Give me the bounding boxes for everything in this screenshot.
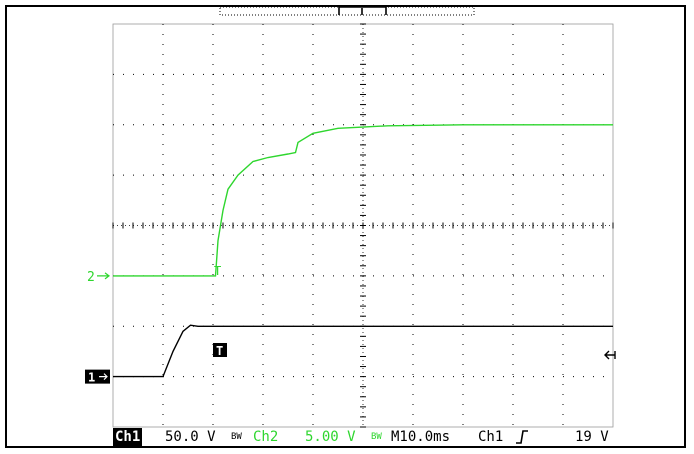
timebase: M10.0ms xyxy=(391,429,451,445)
record-view-window xyxy=(338,6,387,15)
trigger-level-arrow-icon xyxy=(604,350,616,360)
trace-ch2 xyxy=(113,124,613,277)
ch1-ground-label: 1 xyxy=(88,371,95,385)
ch1-ground-marker xyxy=(85,369,110,384)
ch1-bandwidth-icon: BW xyxy=(231,432,242,442)
ch1-trigger-label: T xyxy=(216,344,223,358)
ch2-scale: 5.00 V xyxy=(305,429,356,445)
trigger-source: Ch1 xyxy=(478,429,504,445)
record-view-bar xyxy=(219,6,475,16)
ch1-trigger-marker xyxy=(213,343,227,357)
trace-ch1 xyxy=(113,324,613,378)
ch1-ground-arrow-icon xyxy=(99,373,108,381)
ch1-scale: 50.0 V xyxy=(165,429,216,445)
ch2-label: Ch2 xyxy=(253,429,279,445)
ch1-label: Ch1 xyxy=(113,428,143,446)
ch2-bandwidth-icon: BW xyxy=(371,432,382,442)
scope-frame xyxy=(5,5,686,448)
ch2-ground-arrow-icon xyxy=(97,272,110,280)
status-bar: Ch1 50.0 V BW Ch2 5.00 V BW M10.0ms Ch1 … xyxy=(113,428,618,446)
ch2-trigger-marker: T xyxy=(214,264,221,278)
rising-edge-icon xyxy=(515,428,529,444)
ch2-ground-marker: 2 xyxy=(87,270,95,285)
trigger-level: 19 V xyxy=(575,429,609,445)
